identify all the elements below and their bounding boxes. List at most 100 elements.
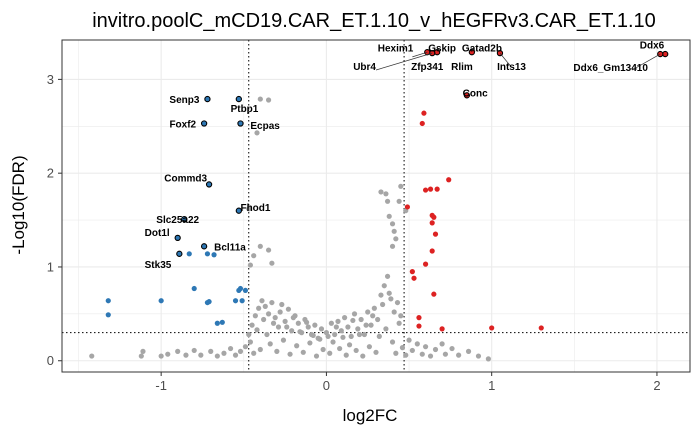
data-point-ns (358, 316, 364, 323)
data-point-down_labeled (181, 215, 188, 223)
data-point-ns (265, 247, 272, 253)
data-point-ns (406, 337, 412, 343)
data-point-ns (308, 331, 315, 338)
data-point-ns (475, 353, 482, 359)
data-point-up_labeled (468, 49, 476, 56)
data-point-ns (376, 333, 382, 339)
data-point-ns (320, 346, 326, 353)
data-point-ns (414, 341, 420, 347)
label-connector-line (499, 52, 512, 68)
data-point-up_labeled (463, 92, 471, 99)
data-point-ns (356, 331, 363, 338)
label-connector-line (631, 53, 661, 71)
data-point-ns (386, 290, 392, 296)
label-connector-line (375, 52, 433, 71)
data-point-ns (307, 340, 313, 346)
gene-label: Ptbp1 (231, 104, 259, 115)
data-point-ns (388, 296, 394, 302)
data-point-down_labeled (174, 234, 181, 242)
data-point-ns (208, 348, 214, 354)
data-point-ns (384, 198, 391, 204)
gene-label: Ecpas (250, 121, 280, 132)
data-point-ns (403, 352, 409, 358)
data-point-ns (325, 333, 331, 339)
data-point-down (239, 298, 245, 304)
gene-label: Rlim (451, 62, 473, 73)
data-point-ns (284, 324, 290, 330)
data-point-ns (368, 322, 374, 328)
data-point-ns (340, 334, 346, 340)
data-point-down (105, 298, 111, 304)
data-point-ns (175, 348, 181, 354)
gene-label: Ints13 (497, 62, 526, 73)
data-point-ns (381, 283, 387, 289)
data-point-down_labeled (176, 250, 183, 257)
data-point-ns (391, 309, 397, 315)
data-point-ns (249, 322, 255, 328)
gene-label: Gskip (428, 43, 456, 54)
data-point-up (434, 186, 440, 192)
data-point-ns (393, 236, 399, 242)
data-point-down (219, 319, 225, 325)
data-point-ns (257, 346, 263, 353)
data-point-down (214, 320, 220, 326)
data-point-ns (338, 328, 344, 334)
data-point-ns (312, 322, 318, 328)
gene-label: Hexim1 (378, 43, 414, 54)
data-point-ns (267, 341, 273, 347)
data-point-ns (275, 324, 282, 330)
data-point-down (186, 251, 192, 257)
x-tick-label: 2 (653, 378, 660, 393)
x-axis-title: log2FC (343, 406, 398, 425)
label-connectors (375, 51, 661, 71)
data-point-ns (272, 315, 278, 321)
data-point-ns (393, 350, 399, 356)
data-point-ns (252, 313, 258, 319)
data-point-ns (227, 345, 234, 352)
data-point-ns (289, 328, 295, 334)
data-point-ns (89, 353, 95, 359)
data-point-ns (191, 347, 197, 354)
x-tick-label: 0 (323, 378, 330, 393)
data-point-up (421, 110, 427, 116)
data-point-ns (295, 320, 301, 326)
data-point-ns (432, 346, 439, 353)
data-point-ns (398, 183, 404, 189)
data-point-ns (254, 130, 260, 136)
data-point-up (432, 231, 439, 237)
data-point-ns (351, 311, 358, 317)
chart-title: invitro.poolC_mCD19.CAR_ET.1.10_v_hEGFRv… (92, 10, 656, 32)
data-point-ns (256, 305, 262, 311)
data-point-ns (257, 243, 263, 249)
label-connector-line (412, 51, 428, 58)
data-point-ns (380, 301, 386, 308)
data-point-ns (335, 318, 341, 324)
data-point-up (422, 187, 429, 193)
data-point-down_labeled (200, 243, 208, 250)
data-point-ns (280, 337, 287, 343)
data-point-up (431, 291, 437, 297)
data-point-ns (183, 352, 189, 358)
gene-label: Senp3 (169, 95, 199, 106)
data-point-up (409, 269, 415, 275)
data-point-ns (366, 344, 372, 350)
data-point-ns (313, 353, 320, 359)
data-point-up (422, 261, 429, 267)
data-point-ns (158, 353, 164, 359)
data-point-ns (348, 333, 354, 339)
data-point-ns (442, 351, 449, 357)
data-point-ns (383, 326, 389, 332)
data-point-ns (279, 301, 285, 308)
data-point-ns (384, 273, 391, 279)
data-point-ns (456, 352, 462, 358)
data-point-ns (302, 316, 308, 323)
data-point-ns (285, 306, 292, 312)
data-point-down_labeled (200, 120, 208, 127)
data-point-ns (261, 316, 267, 323)
data-point-ns (254, 327, 260, 333)
gene-label: Ddx6_Gm13410 (573, 63, 648, 74)
data-point-ns (246, 206, 252, 212)
data-point-ns (375, 316, 381, 323)
data-point-ns (370, 313, 376, 319)
